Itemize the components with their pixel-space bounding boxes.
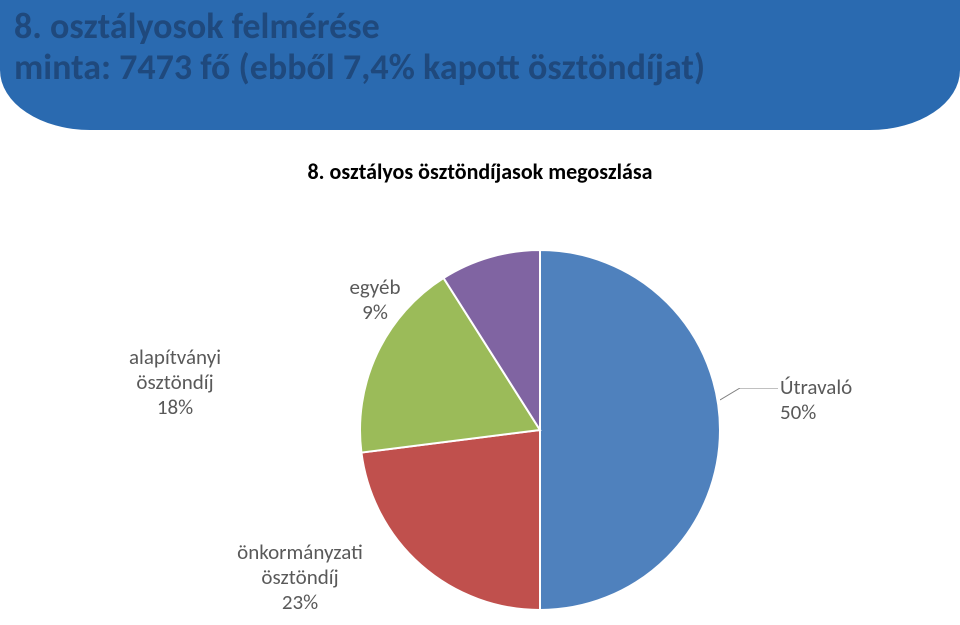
pie-slice-utravalo (540, 250, 720, 610)
chart-subtitle: 8. osztályos ösztöndíjasok megoszlása (0, 158, 960, 185)
label-text: egyéb (335, 275, 415, 300)
label-value: 18% (100, 395, 250, 420)
label-text-2: ösztöndíj (210, 565, 390, 590)
slice-label-egyeb: egyéb 9% (335, 275, 415, 325)
slice-label-alapitvanyi: alapítványi ösztöndíj 18% (100, 345, 250, 421)
slice-label-onkormanyzati: önkormányzati ösztöndíj 23% (210, 540, 390, 616)
page-title: 8. osztályosok felmérése minta: 7473 fő … (14, 6, 705, 89)
label-value: 9% (335, 300, 415, 325)
label-text-2: ösztöndíj (100, 370, 250, 395)
title-line-1: 8. osztályosok felmérése (14, 6, 705, 47)
label-value: 23% (210, 590, 390, 615)
leader-utravalo (720, 388, 780, 408)
label-text: Útravaló (780, 375, 900, 400)
title-line-2: minta: 7473 fő (ebből 7,4% kapott ösztön… (14, 47, 705, 88)
label-text: alapítványi (100, 345, 250, 370)
slice-label-utravalo: Útravaló 50% (780, 375, 900, 425)
label-text: önkormányzati (210, 540, 390, 565)
label-value: 50% (780, 400, 900, 425)
